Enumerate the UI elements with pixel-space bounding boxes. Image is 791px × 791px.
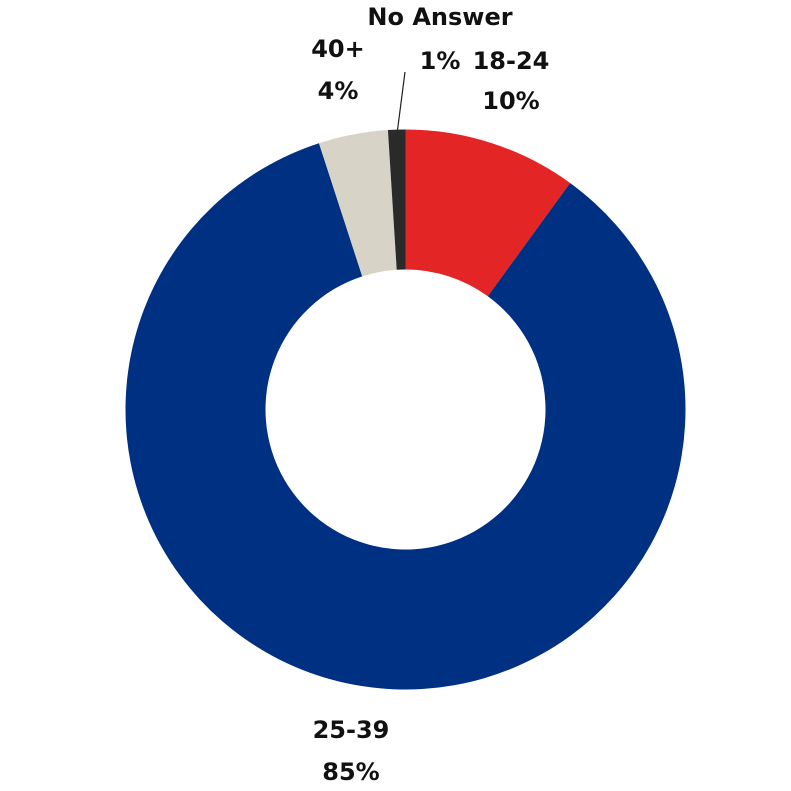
donut-slice: [405, 129, 571, 297]
value-label: 85%: [322, 758, 379, 786]
slice-label: 40+: [311, 35, 365, 63]
donut-slice: [318, 130, 397, 277]
value-label: 4%: [318, 77, 359, 105]
slice-label: 25-39: [313, 716, 390, 744]
leader-line: [396, 71, 406, 135]
slice-label: 18-24: [473, 47, 550, 75]
value-label: 10%: [482, 87, 539, 115]
donut-slice: [125, 143, 686, 690]
value-label: 1%: [420, 47, 461, 75]
slice-label: No Answer: [367, 3, 512, 31]
donut-slice: [387, 129, 406, 270]
